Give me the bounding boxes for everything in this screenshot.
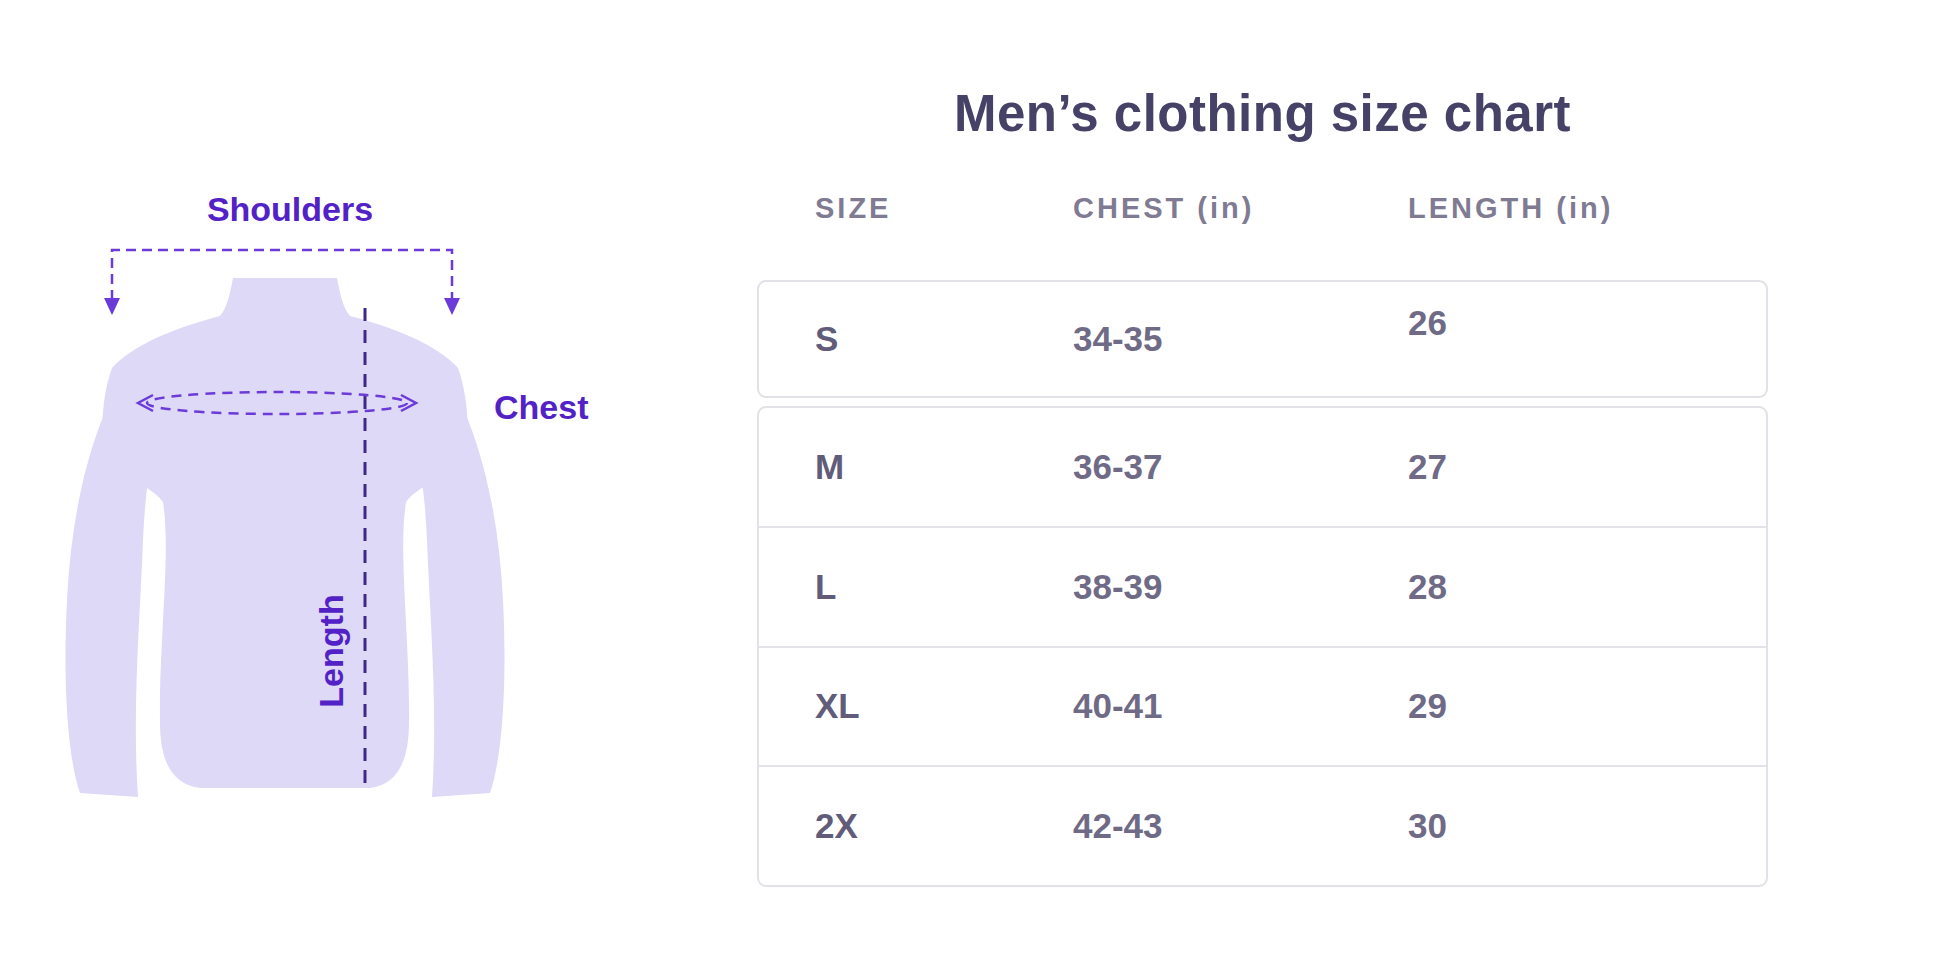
size-table-box-s: S 34-35 26	[757, 280, 1768, 398]
length-cell: 26	[1408, 303, 1447, 343]
chest-cell: 36-37	[1073, 447, 1163, 487]
length-label: Length	[311, 581, 351, 721]
size-chart-page: Shoulders Chest Length Men’s clothing si…	[0, 0, 1946, 977]
table-row: 2X 42-43 30	[759, 765, 1766, 885]
column-header-chest: CHEST (in)	[1073, 192, 1254, 225]
table-row: XL 40-41 29	[759, 646, 1766, 766]
table-row: S 34-35 26	[759, 282, 1766, 396]
chest-label: Chest	[494, 388, 588, 427]
shoulders-label: Shoulders	[140, 190, 440, 229]
column-header-size: SIZE	[815, 192, 891, 225]
chest-cell: 42-43	[1073, 806, 1163, 846]
size-cell: 2X	[815, 806, 858, 846]
length-cell: 29	[1408, 686, 1447, 726]
shoulder-arrow-left	[104, 298, 120, 315]
length-cell: 30	[1408, 806, 1447, 846]
chest-cell: 38-39	[1073, 567, 1163, 607]
size-cell: XL	[815, 686, 860, 726]
length-cell: 28	[1408, 567, 1447, 607]
size-cell: L	[815, 567, 836, 607]
column-header-length: LENGTH (in)	[1408, 192, 1613, 225]
chest-cell: 34-35	[1073, 319, 1163, 359]
table-row: L 38-39 28	[759, 526, 1766, 646]
shirt-illustration	[40, 240, 580, 830]
length-cell: 27	[1408, 447, 1447, 487]
size-cell: S	[815, 319, 838, 359]
table-row: M 36-37 27	[759, 408, 1766, 526]
shoulder-arrow-right	[444, 298, 460, 315]
chest-cell: 40-41	[1073, 686, 1163, 726]
size-table-box-m-2x: M 36-37 27 L 38-39 28 XL 40-41 29 2X 42-…	[757, 406, 1768, 887]
shirt-torso	[102, 278, 467, 788]
size-cell: M	[815, 447, 844, 487]
page-title: Men’s clothing size chart	[757, 84, 1768, 143]
